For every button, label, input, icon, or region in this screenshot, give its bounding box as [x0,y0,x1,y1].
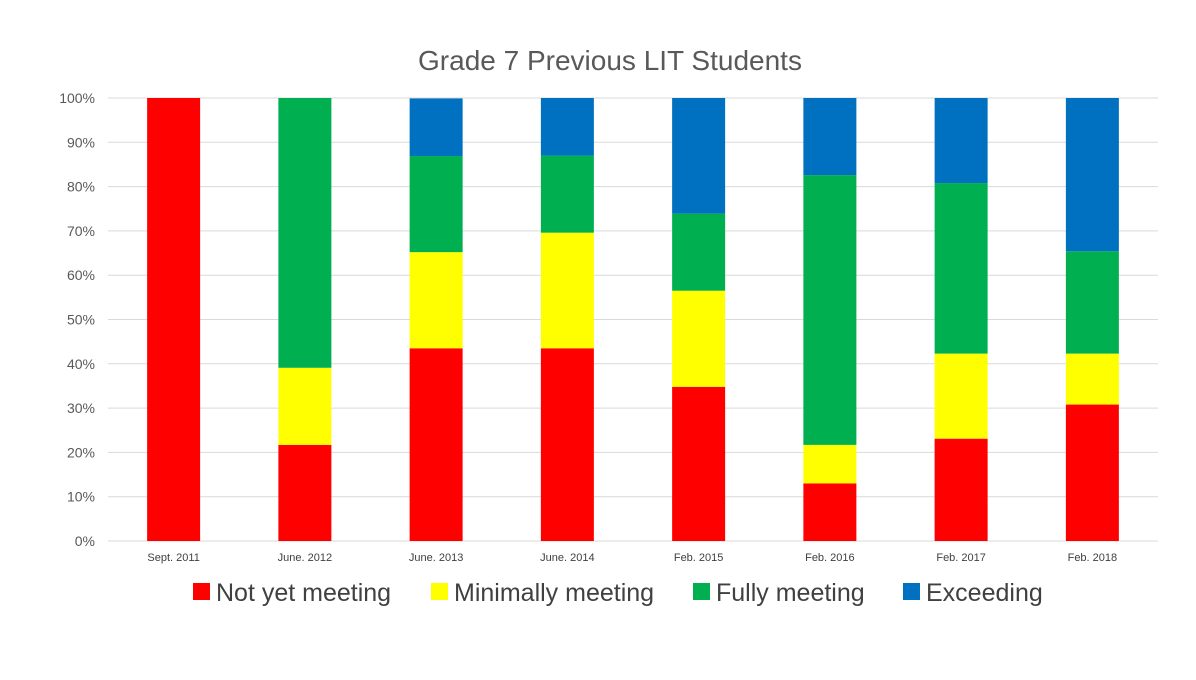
legend-label: Exceeding [926,579,1043,607]
bar-segment [147,98,201,541]
bar-segment [934,438,988,541]
bar-segment [409,252,463,349]
x-tick-label: Feb. 2016 [805,552,855,564]
y-axis-ticks: 0% 10% 20% 30% 40% 50% 60% 70% 80% 90% 100% [59,90,95,549]
bar-segment [934,353,988,439]
bar-segment [1065,353,1119,405]
x-tick-label: Feb. 2015 [674,552,724,564]
bar-segment [540,232,594,349]
y-tick-label: 20% [67,444,95,460]
y-tick-label: 50% [67,312,95,328]
bars [147,98,1119,541]
bar-segment [1065,98,1119,252]
bar-segment [672,213,726,291]
x-axis-ticks: Sept. 2011 June. 2012 June. 2013 June. 2014… [147,552,1117,564]
legend-label: Minimally meeting [454,579,654,607]
bar-segment [1065,404,1119,541]
bar-segment [672,290,726,387]
x-tick-label: June. 2012 [278,552,332,564]
legend-swatch [193,583,210,600]
y-tick-label: 80% [67,179,95,195]
bar-segment [934,98,988,184]
bar-segment [672,98,726,214]
bar-segment [409,348,463,541]
x-tick-label: Sept. 2011 [147,552,199,564]
y-tick-label: 70% [67,223,95,239]
legend: Not yet meeting Minimally meeting Fully me… [193,579,1043,607]
y-tick-label: 90% [67,134,95,150]
bar-segment [278,444,332,541]
x-tick-label: Feb. 2018 [1068,552,1118,564]
y-tick-label: 30% [67,400,95,416]
bar-segment [540,98,594,156]
legend-swatch [903,583,920,600]
bar-segment [1065,251,1119,354]
legend-label: Fully meeting [716,579,865,607]
x-tick-label: June. 2013 [409,552,463,564]
bar-segment [803,98,857,176]
bar-segment [803,483,857,541]
gridlines [108,97,1158,542]
bar-segment [409,156,463,253]
y-tick-label: 60% [67,267,95,283]
x-tick-label: Feb. 2017 [936,552,986,564]
bar-segment [672,386,726,541]
bar-segment [278,367,332,445]
bar-segment [540,155,594,233]
bar-segment [409,98,463,157]
chart-title: Grade 7 Previous LIT Students [418,45,802,76]
legend-swatch [693,583,710,600]
bar-segment [934,183,988,354]
bar-segment [278,98,332,368]
y-tick-label: 100% [59,90,95,106]
y-tick-label: 40% [67,356,95,372]
bar-segment [803,444,857,484]
y-tick-label: 10% [67,489,95,505]
legend-swatch [431,583,448,600]
x-tick-label: June. 2014 [540,552,594,564]
y-tick-label: 0% [75,533,95,549]
legend-label: Not yet meeting [216,579,391,607]
bar-segment [540,348,594,541]
bar-segment [803,175,857,445]
